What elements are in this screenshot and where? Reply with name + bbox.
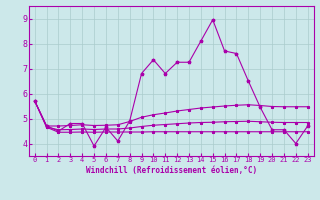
X-axis label: Windchill (Refroidissement éolien,°C): Windchill (Refroidissement éolien,°C) (86, 166, 257, 175)
